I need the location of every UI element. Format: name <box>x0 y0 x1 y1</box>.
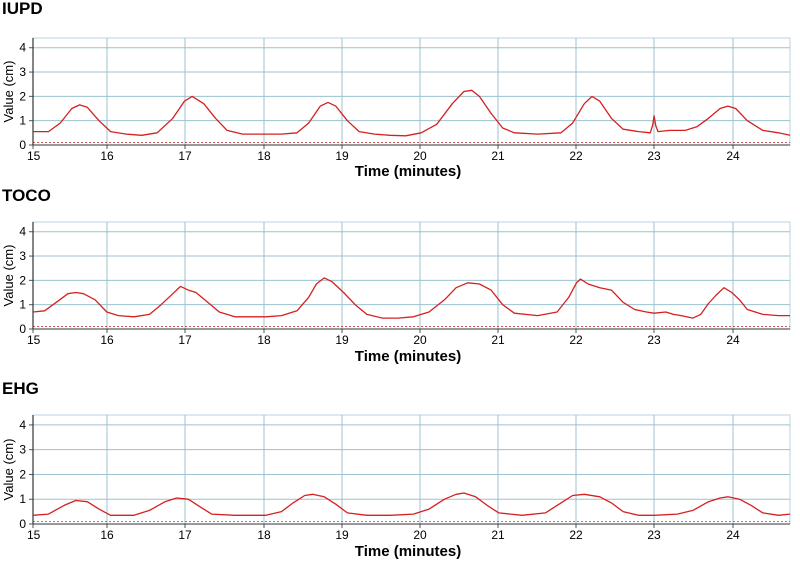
x-tick-label: 16 <box>100 528 114 542</box>
x-tick-label: 19 <box>335 149 349 163</box>
x-tick-label: 23 <box>647 333 661 347</box>
x-axis-label: Time (minutes) <box>355 348 461 365</box>
x-tick-label: 17 <box>178 333 192 347</box>
y-tick-label: 0 <box>19 138 26 152</box>
x-tick-label: 17 <box>178 528 192 542</box>
y-tick-label: 3 <box>19 249 26 263</box>
series-line-iupd <box>33 89 791 137</box>
y-tick-label: 1 <box>19 298 26 312</box>
x-tick-label: 18 <box>257 528 271 542</box>
plot-area <box>32 221 791 330</box>
x-tick-label: 23 <box>647 149 661 163</box>
plot-area <box>32 414 791 525</box>
y-tick-label: 2 <box>19 273 26 287</box>
x-tick-label: 16 <box>100 149 114 163</box>
x-tick-label: 20 <box>413 528 427 542</box>
y-tick-label: 2 <box>19 467 26 481</box>
y-axis-label: Value (cm) <box>1 245 16 307</box>
y-axis-label: Value (cm) <box>1 61 16 123</box>
y-tick-label: 4 <box>19 41 26 55</box>
y-tick-label: 4 <box>19 225 26 239</box>
x-tick-label: 20 <box>413 333 427 347</box>
x-tick-label: 24 <box>726 528 740 542</box>
x-tick-label: 15 <box>27 528 41 542</box>
chart-title: IUPD <box>2 0 43 18</box>
chart-title: EHG <box>2 379 39 398</box>
x-tick-label: 18 <box>257 149 271 163</box>
y-tick-label: 4 <box>19 418 26 432</box>
x-tick-label: 22 <box>569 333 583 347</box>
y-tick-label: 2 <box>19 89 26 103</box>
x-tick-label: 15 <box>27 333 41 347</box>
x-tick-label: 21 <box>491 149 505 163</box>
x-tick-label: 19 <box>335 333 349 347</box>
x-tick-label: 20 <box>413 149 427 163</box>
y-axis-label: Value (cm) <box>1 439 16 501</box>
series-line-toco <box>32 277 790 319</box>
y-tick-label: 0 <box>19 322 26 336</box>
x-tick-label: 21 <box>491 528 505 542</box>
x-tick-label: 16 <box>100 333 114 347</box>
y-tick-label: 1 <box>19 492 26 506</box>
x-axis-label: Time (minutes) <box>355 543 461 560</box>
plot-area <box>32 37 791 146</box>
x-tick-label: 24 <box>726 333 740 347</box>
x-tick-label: 23 <box>647 528 661 542</box>
x-tick-label: 18 <box>257 333 271 347</box>
y-tick-label: 3 <box>19 65 26 79</box>
x-tick-label: 21 <box>491 333 505 347</box>
y-tick-label: 3 <box>19 443 26 457</box>
y-tick-label: 1 <box>19 114 26 128</box>
x-tick-label: 22 <box>569 149 583 163</box>
x-axis-label: Time (minutes) <box>355 163 461 180</box>
chart-title: TOCO <box>2 186 51 205</box>
x-tick-label: 24 <box>726 149 740 163</box>
x-tick-label: 19 <box>335 528 349 542</box>
x-tick-label: 22 <box>569 528 583 542</box>
x-tick-label: 15 <box>27 149 41 163</box>
y-tick-label: 0 <box>19 517 26 531</box>
x-tick-label: 17 <box>178 149 192 163</box>
series-line-ehg <box>32 492 791 516</box>
